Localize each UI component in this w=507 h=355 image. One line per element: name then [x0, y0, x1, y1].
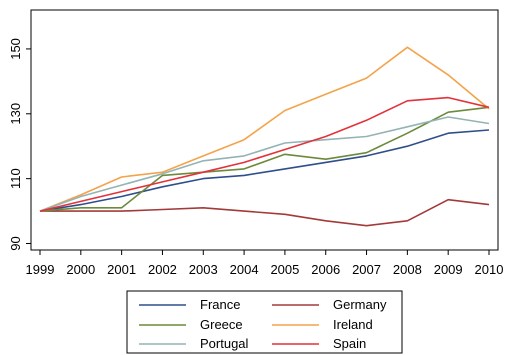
series-line-portugal — [39, 116, 490, 212]
series-line-spain — [39, 96, 490, 212]
y-tick-label: 110 — [8, 168, 23, 189]
x-tick-label: 2008 — [393, 262, 422, 277]
legend-label-france: France — [200, 297, 240, 312]
y-tick-label: 150 — [8, 38, 23, 60]
x-tick-label: 2005 — [270, 262, 299, 277]
legend-label-ireland: Ireland — [333, 317, 373, 332]
y-tick-label: 130 — [8, 103, 23, 125]
x-tick-label: 2009 — [434, 262, 463, 277]
y-axis: 90 110 130 150 — [8, 38, 31, 251]
x-tick-label: 2003 — [189, 262, 218, 277]
legend-label-portugal: Portugal — [200, 336, 249, 351]
series-lines — [39, 46, 490, 227]
series-line-greece — [39, 106, 490, 212]
series-line-ireland — [39, 46, 490, 212]
y-tick-label: 90 — [8, 236, 23, 250]
legend: France Germany Greece Ireland Portugal Spain — [139, 297, 387, 351]
x-tick-label: 2007 — [352, 262, 381, 277]
plot-frame — [30, 9, 499, 251]
x-axis: 1999 2000 2001 2002 2003 2004 2005 2006 2007 2008… — [26, 250, 504, 277]
x-tick-label: 2001 — [107, 262, 136, 277]
series-line-france — [39, 129, 490, 212]
x-tick-label: 2002 — [148, 262, 177, 277]
legend-label-greece: Greece — [200, 317, 243, 332]
x-tick-label: 2006 — [311, 262, 340, 277]
x-tick-label: 2010 — [475, 262, 504, 277]
series-line-germany — [40, 198, 490, 227]
x-tick-label: 1999 — [26, 262, 55, 277]
legend-label-spain: Spain — [333, 336, 366, 351]
legend-box — [126, 290, 403, 354]
legend-label-germany: Germany — [333, 297, 387, 312]
x-tick-label: 2000 — [66, 262, 95, 277]
x-tick-label: 2004 — [230, 262, 259, 277]
